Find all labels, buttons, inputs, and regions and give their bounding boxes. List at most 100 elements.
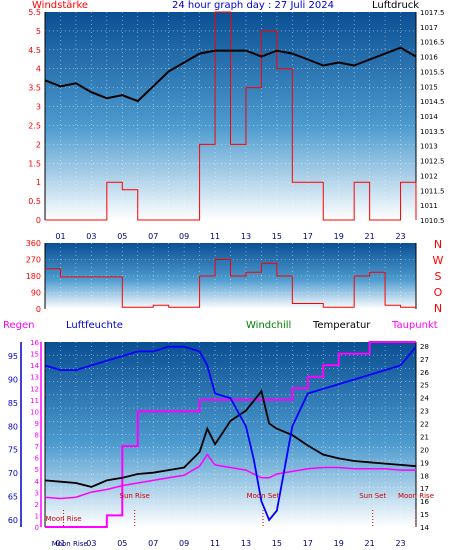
temperature-tick: 16 — [420, 498, 429, 506]
compass-label: N — [434, 238, 442, 251]
x-tick: 19 — [334, 539, 344, 548]
humidity-line — [44, 345, 417, 522]
humidity-tick: 60 — [8, 516, 18, 525]
x-tick: 05 — [117, 232, 127, 241]
event-label: Sun Set — [359, 492, 386, 500]
temperature-tick: 14 — [420, 524, 429, 532]
x-tick: 03 — [86, 232, 96, 241]
temperature-tick: 27 — [420, 356, 429, 364]
event-label: Moon Rise — [46, 515, 82, 523]
pressure-tick: 1017 — [420, 24, 438, 32]
rain-tick: 2 — [35, 501, 39, 509]
x-tick: 23 — [395, 232, 405, 241]
x-tick: 07 — [148, 232, 158, 241]
wind-speed-tick: 1.5 — [28, 159, 41, 168]
compass-label: O — [434, 286, 443, 299]
pressure-tick: 1012.5 — [420, 158, 445, 166]
rain-tick: 9 — [35, 420, 39, 428]
x-tick: 09 — [179, 539, 189, 548]
x-tick: 05 — [117, 539, 127, 548]
temperature-tick: 22 — [420, 421, 429, 429]
rain-tick: 0 — [35, 524, 39, 532]
pressure-tick: 1015 — [420, 83, 438, 91]
chart-title: 24 hour graph day : 27 Juli 2024 — [172, 0, 334, 11]
humidity-tick: 90 — [8, 375, 18, 384]
x-tick: 07 — [148, 539, 158, 548]
direction-tick: 360 — [26, 239, 41, 248]
temperature-tick: 23 — [420, 408, 429, 416]
x-tick: 01 — [55, 539, 65, 548]
temperature-legend: Temperatur — [313, 320, 371, 331]
rain-tick: 6 — [35, 455, 40, 463]
rain-tick: 15 — [30, 351, 39, 359]
rain-tick: 13 — [30, 374, 39, 382]
humidity-legend: Luftfeuchte — [66, 320, 123, 331]
event-label: Sun Rise — [120, 492, 150, 500]
wind-speed-tick: 2.5 — [28, 121, 41, 130]
x-tick: 21 — [365, 539, 375, 548]
wind-speed-tick: 0 — [36, 216, 41, 225]
wind-speed-tick: 0.5 — [28, 197, 41, 206]
rain-tick: 11 — [30, 397, 39, 405]
event-label: Moon Rise — [398, 492, 434, 500]
rain-tick: 14 — [30, 362, 39, 370]
x-tick: 19 — [334, 232, 344, 241]
wind-speed-tick: 3 — [36, 103, 41, 112]
wind-speed-tick: 3.5 — [28, 84, 41, 93]
x-tick: 01 — [55, 232, 65, 241]
temperature-tick: 21 — [420, 433, 429, 441]
temperature-line — [44, 389, 417, 488]
humidity-tick: 95 — [8, 352, 18, 361]
x-tick: 11 — [210, 232, 220, 241]
wind-speed-tick: 5 — [36, 27, 41, 36]
temperature-tick: 15 — [420, 511, 429, 519]
temperature-tick: 28 — [420, 343, 429, 351]
x-tick: 21 — [365, 232, 375, 241]
humidity-tick: 65 — [8, 493, 18, 502]
wind-speed-tick: 1 — [36, 178, 41, 187]
pressure-tick: 1013 — [420, 143, 438, 151]
rain-tick: 1 — [35, 512, 39, 520]
x-tick: 17 — [303, 232, 313, 241]
wind-speed-label: Windstärke — [32, 0, 89, 11]
rain-line — [45, 341, 416, 528]
humidity-tick: 85 — [8, 399, 18, 408]
pressure-tick: 1012 — [420, 172, 438, 180]
wind-speed-tick: 2 — [36, 140, 41, 149]
humidity-tick: 80 — [8, 422, 18, 431]
temperature-tick: 20 — [420, 446, 429, 454]
pressure-line — [44, 46, 417, 103]
dewpoint-legend: Taupunkt — [392, 320, 438, 331]
rain-tick: 4 — [35, 478, 40, 486]
pressure-label: Luftdruck — [372, 0, 420, 11]
direction-tick: 90 — [31, 289, 41, 298]
pressure-tick: 1016 — [420, 54, 438, 62]
rain-tick: 7 — [35, 443, 39, 451]
pressure-tick: 1013.5 — [420, 128, 445, 136]
wind-speed-tick: 5.5 — [28, 8, 41, 17]
direction-tick: 180 — [26, 272, 41, 281]
temperature-tick: 18 — [420, 472, 429, 480]
humidity-tick: 75 — [8, 446, 18, 455]
pressure-tick: 1017.5 — [420, 9, 445, 17]
compass-label: W — [433, 254, 444, 267]
pressure-tick: 1014.5 — [420, 98, 445, 106]
temperature-tick: 17 — [420, 485, 429, 493]
temperature-tick: 19 — [420, 459, 429, 467]
x-tick: 15 — [272, 232, 282, 241]
pressure-tick: 1015.5 — [420, 68, 445, 76]
compass-label: S — [435, 270, 442, 283]
wind-speed-line — [45, 11, 417, 221]
bottom-event-label: Moon Rise — [52, 540, 88, 548]
x-tick: 15 — [272, 539, 282, 548]
rain-tick: 8 — [35, 432, 39, 440]
x-tick: 13 — [241, 232, 251, 241]
rain-legend: Regen — [3, 320, 35, 331]
wind-speed-tick: 4 — [36, 65, 41, 74]
x-tick: 13 — [241, 539, 251, 548]
rain-tick: 5 — [35, 466, 39, 474]
rain-tick: 10 — [30, 408, 39, 416]
pressure-tick: 1014 — [420, 113, 438, 121]
x-tick: 17 — [303, 539, 313, 548]
